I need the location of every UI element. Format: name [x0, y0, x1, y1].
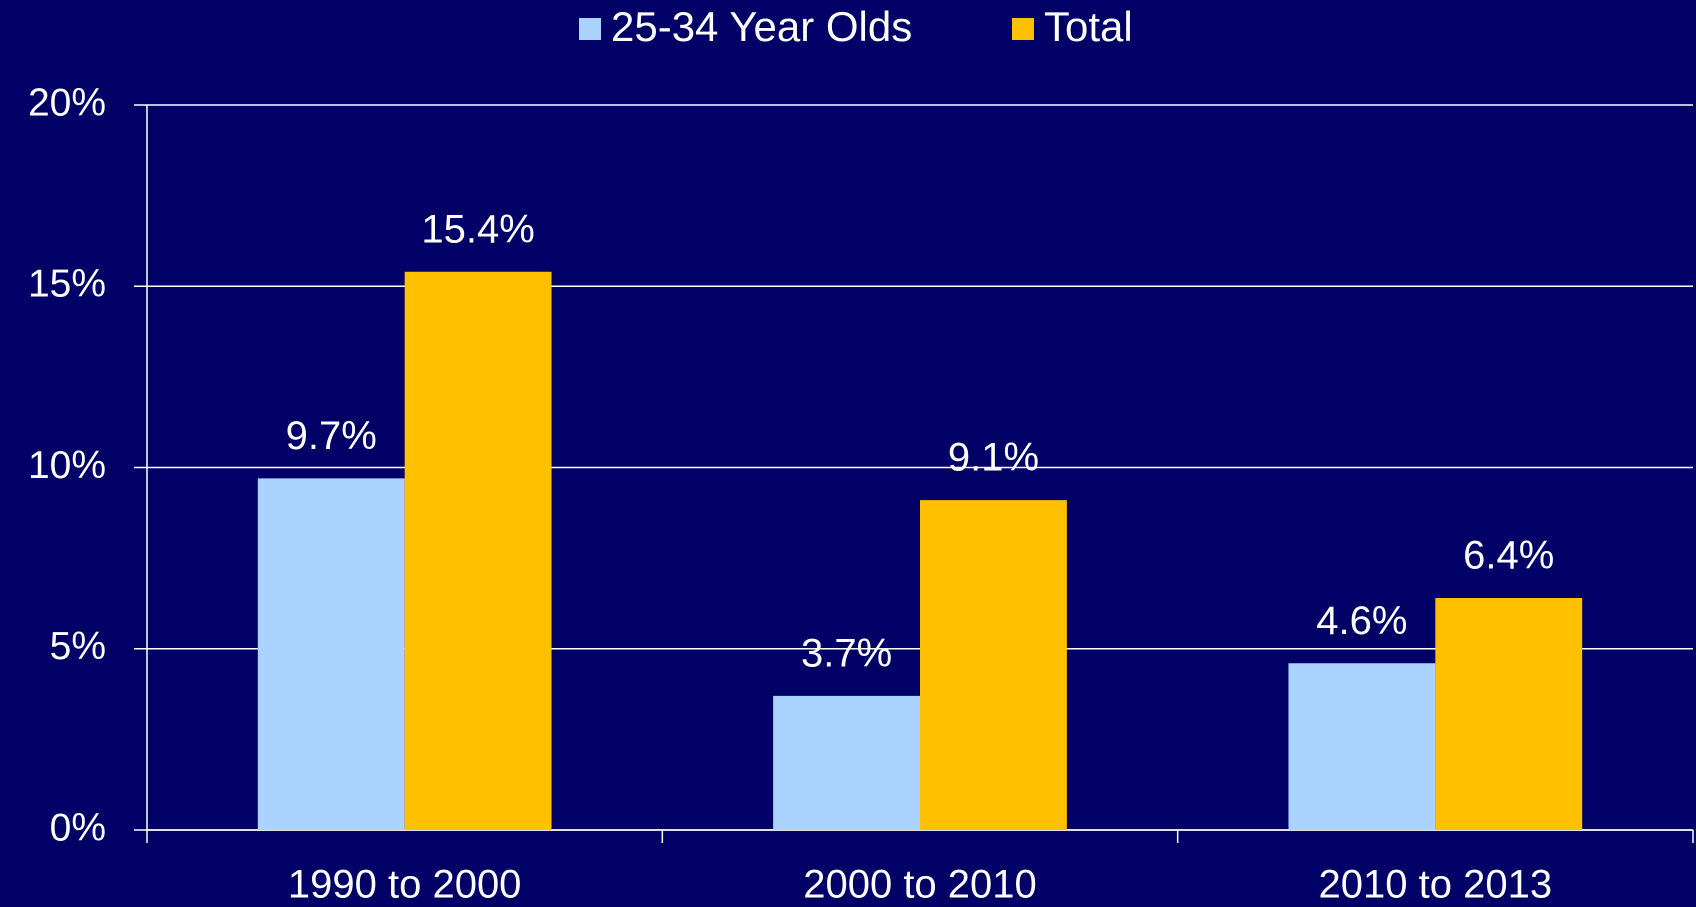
data-label: 15.4% [421, 207, 534, 251]
bar [257, 478, 405, 830]
bar [1435, 598, 1583, 830]
legend-label: Total [1044, 3, 1133, 50]
legend-swatch [1012, 18, 1034, 40]
data-label: 9.1% [948, 436, 1039, 480]
y-tick-label: 20% [28, 81, 106, 124]
legend-swatch [579, 18, 601, 40]
data-label: 9.7% [286, 414, 377, 458]
data-label: 3.7% [801, 631, 892, 675]
y-tick-label: 0% [50, 806, 106, 849]
y-tick-label: 10% [28, 444, 106, 487]
bar [1288, 663, 1436, 830]
x-tick-label: 2010 to 2013 [1319, 863, 1553, 907]
y-tick-label: 15% [28, 263, 106, 306]
bar [920, 500, 1067, 830]
y-tick-label: 5% [50, 625, 106, 668]
bar [773, 695, 920, 830]
legend-label: 25-34 Year Olds [611, 3, 912, 50]
bar [404, 271, 552, 830]
x-tick-label: 2000 to 2010 [803, 863, 1037, 907]
data-label: 4.6% [1316, 599, 1407, 643]
x-tick-label: 1990 to 2000 [288, 863, 522, 907]
data-label: 6.4% [1463, 534, 1554, 578]
